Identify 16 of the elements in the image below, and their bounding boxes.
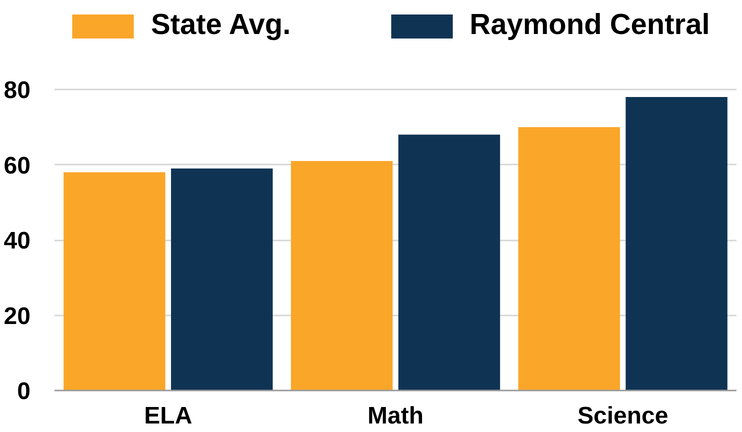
y-tick-label: 20 — [4, 302, 31, 330]
y-tick-label: 40 — [4, 228, 31, 254]
x-tick-label: Science — [577, 402, 668, 430]
x-tick-label: ELA — [144, 402, 192, 430]
legend-label: State Avg. — [151, 9, 291, 42]
bar — [518, 127, 620, 390]
y-tick-label: 0 — [17, 378, 31, 405]
bar — [290, 160, 393, 390]
y-tick-label: 60 — [4, 152, 31, 180]
legend-label: Raymond Central — [470, 9, 710, 42]
y-tick-label: 80 — [4, 77, 31, 104]
x-tick-label: Math — [368, 402, 424, 430]
bar — [398, 134, 500, 390]
bar — [64, 172, 166, 390]
bar — [171, 168, 273, 390]
bar — [626, 97, 728, 390]
